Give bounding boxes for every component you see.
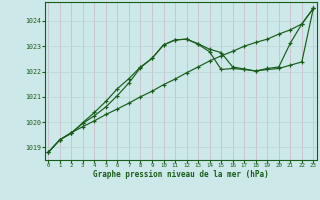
X-axis label: Graphe pression niveau de la mer (hPa): Graphe pression niveau de la mer (hPa) [93,170,269,179]
